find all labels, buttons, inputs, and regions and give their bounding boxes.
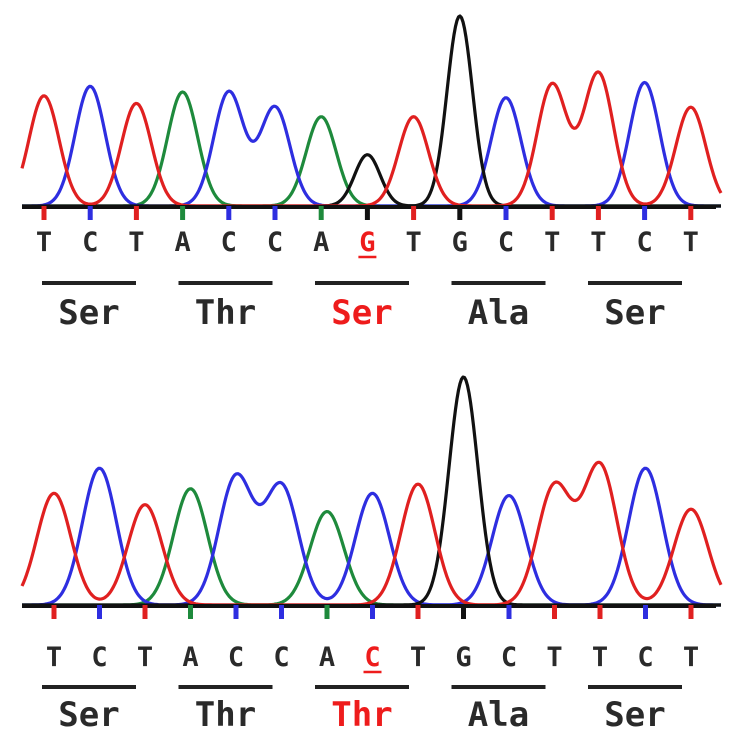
base-call: A — [319, 642, 335, 673]
trace-group — [20, 14, 723, 208]
base-call: T — [46, 642, 62, 673]
codon-bar — [42, 281, 136, 285]
base-call: A — [182, 642, 198, 673]
base-call: T — [410, 642, 426, 673]
base-tick — [461, 605, 466, 619]
codon-bar — [178, 281, 273, 285]
base-tick — [188, 605, 193, 619]
codon-bar — [451, 281, 546, 285]
mutated-base-call: G — [359, 227, 375, 258]
base-tick — [595, 206, 601, 220]
base-call: T — [590, 227, 606, 258]
amino-acid-label: Thr — [195, 293, 256, 333]
codon-bar — [588, 281, 682, 285]
base-tick — [142, 605, 148, 619]
base-call: A — [174, 227, 190, 258]
codon-bar — [588, 685, 682, 689]
base-tick — [180, 206, 186, 220]
trace-T — [20, 70, 723, 208]
base-call: C — [267, 227, 283, 258]
base-tick — [87, 206, 93, 220]
base-call: G — [455, 642, 471, 673]
codon-bar — [42, 685, 136, 689]
base-call: T — [546, 642, 562, 673]
trace-C — [21, 466, 722, 607]
trace-G — [21, 14, 722, 208]
base-call: C — [636, 227, 652, 258]
base-tick — [324, 605, 330, 619]
trace-T — [20, 460, 723, 607]
base-call: C — [91, 642, 107, 673]
base-call: T — [683, 227, 699, 258]
base-call: C — [498, 227, 514, 258]
mutated-base-call: C — [364, 642, 380, 673]
base-tick — [318, 206, 324, 220]
codon-bar — [451, 685, 546, 689]
base-tick — [688, 206, 694, 220]
amino-acid-label: Ser — [604, 695, 665, 735]
base-tick — [364, 206, 370, 220]
base-tick — [415, 605, 421, 619]
base-tick — [279, 605, 284, 619]
codon-bar — [315, 685, 409, 689]
base-tick — [233, 605, 239, 619]
base-call: C — [273, 642, 289, 673]
base-tick — [41, 206, 47, 220]
base-call: T — [405, 227, 421, 258]
base-tick — [643, 605, 648, 619]
base-tick — [549, 206, 555, 220]
base-call: T — [137, 642, 153, 673]
base-call: C — [221, 227, 237, 258]
base-call: A — [313, 227, 329, 258]
base-tick — [457, 206, 463, 220]
mutated-amino-acid-label: Thr — [331, 695, 392, 735]
base-tick — [597, 605, 603, 619]
amino-acid-label: Thr — [195, 695, 256, 735]
base-tick — [97, 605, 102, 619]
base-call: C — [637, 642, 653, 673]
base-call: C — [82, 227, 98, 258]
base-tick — [503, 206, 509, 220]
amino-acid-label: Ser — [604, 293, 665, 333]
base-call: T — [683, 642, 699, 673]
base-tick — [642, 206, 648, 220]
base-call: T — [36, 227, 52, 258]
base-tick — [411, 206, 417, 220]
codon-bar — [178, 685, 273, 689]
trace-group — [20, 375, 723, 607]
base-tick — [506, 605, 512, 619]
base-call: T — [128, 227, 144, 258]
base-call: T — [544, 227, 560, 258]
base-call: C — [501, 642, 517, 673]
base-call: C — [228, 642, 244, 673]
amino-acid-label: Ser — [58, 695, 119, 735]
base-call: G — [452, 227, 468, 258]
base-tick — [51, 605, 57, 619]
base-call: T — [592, 642, 608, 673]
base-tick — [272, 206, 278, 220]
amino-acid-label: Ala — [468, 695, 529, 735]
base-tick — [688, 605, 694, 619]
mutated-amino-acid-label: Ser — [331, 293, 392, 333]
amino-acid-label: Ala — [468, 293, 529, 333]
codon-bar — [315, 281, 409, 285]
amino-acid-label: Ser — [58, 293, 119, 333]
base-tick — [226, 206, 232, 220]
base-tick — [552, 605, 557, 619]
base-tick — [370, 605, 375, 619]
base-tick — [133, 206, 139, 220]
